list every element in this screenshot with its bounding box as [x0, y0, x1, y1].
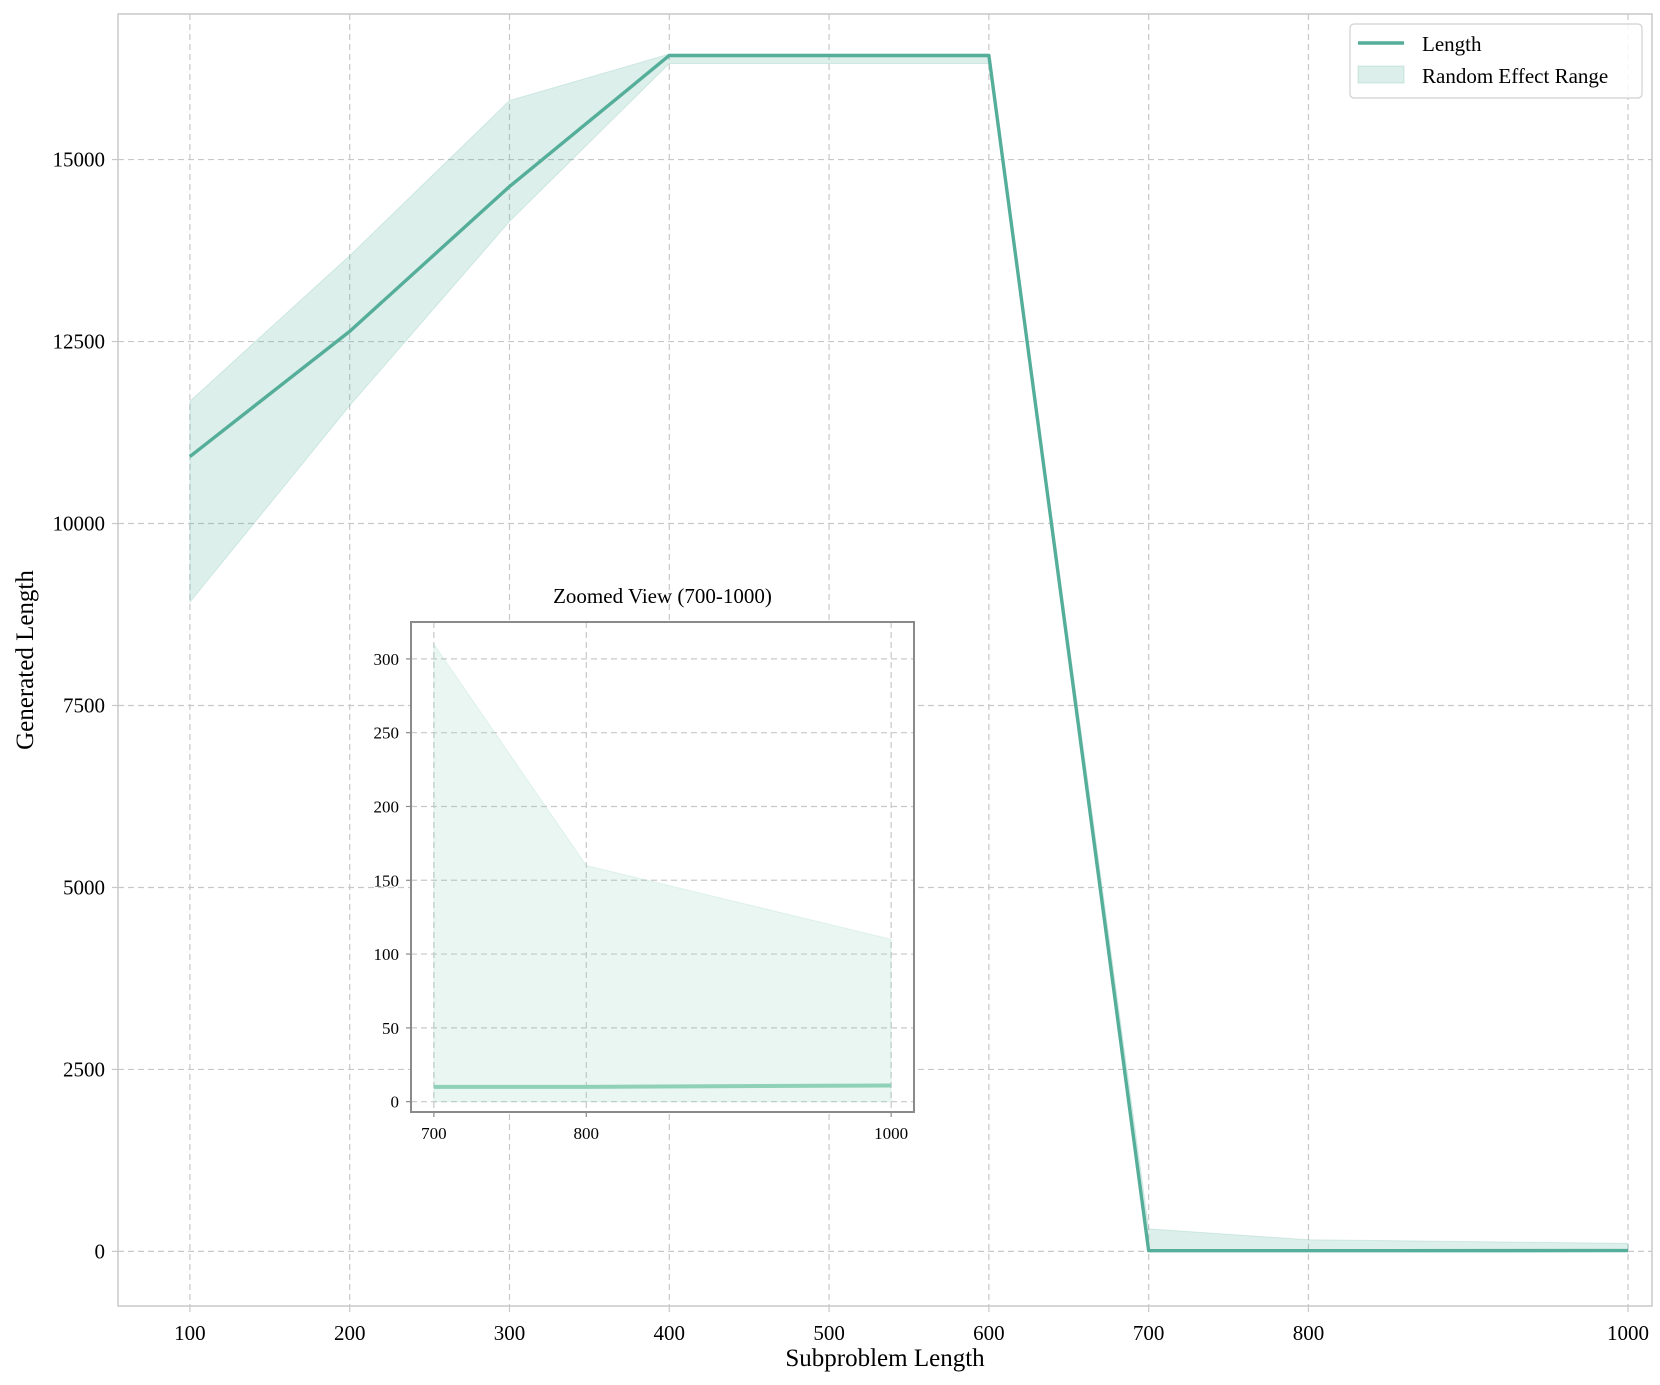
- inset-y-tick-label: 100: [374, 945, 400, 964]
- inset-y-tick-label: 50: [382, 1019, 399, 1038]
- x-tick-label: 400: [654, 1321, 686, 1345]
- y-axis-title: Generated Length: [12, 570, 39, 750]
- x-tick-label: 600: [973, 1321, 1005, 1345]
- legend-band-swatch: [1358, 66, 1404, 83]
- inset-y-tick-label: 250: [374, 724, 400, 743]
- x-tick-label: 1000: [1607, 1321, 1649, 1345]
- inset-x-tick-label: 700: [421, 1124, 447, 1143]
- inset-x-tick-label: 800: [574, 1124, 600, 1143]
- y-tick-label: 12500: [53, 330, 106, 354]
- legend: Length Random Effect Range: [1350, 24, 1642, 98]
- y-tick-label: 10000: [53, 512, 106, 536]
- inset-y-tick-label: 150: [374, 871, 400, 890]
- x-tick-label: 700: [1133, 1321, 1165, 1345]
- inset-title: Zoomed View (700-1000): [553, 584, 772, 608]
- inset-y-tick-label: 300: [374, 650, 400, 669]
- x-tick-label: 500: [813, 1321, 845, 1345]
- x-axis-title: Subproblem Length: [785, 1345, 985, 1372]
- y-tick-label: 0: [95, 1239, 106, 1263]
- x-tick-label: 800: [1293, 1321, 1325, 1345]
- y-tick-label: 15000: [53, 148, 106, 172]
- inset-line: [434, 1085, 891, 1086]
- inset-y-tick-label: 200: [374, 797, 400, 816]
- inset-y-tick-label: 0: [391, 1093, 400, 1112]
- x-tick-label: 200: [334, 1321, 366, 1345]
- legend-label-length: Length: [1422, 32, 1482, 56]
- y-tick-label: 2500: [63, 1057, 105, 1081]
- legend-label-range: Random Effect Range: [1422, 64, 1608, 88]
- inset-plot: 700 800 1000 0 50 100 150 200 250 300 Zoomed View …: [374, 584, 915, 1143]
- x-tick-label: 100: [174, 1321, 206, 1345]
- x-tick-label: 300: [494, 1321, 526, 1345]
- y-tick-label: 7500: [63, 693, 105, 717]
- y-tick-label: 5000: [63, 875, 105, 899]
- inset-x-tick-label: 1000: [874, 1124, 908, 1143]
